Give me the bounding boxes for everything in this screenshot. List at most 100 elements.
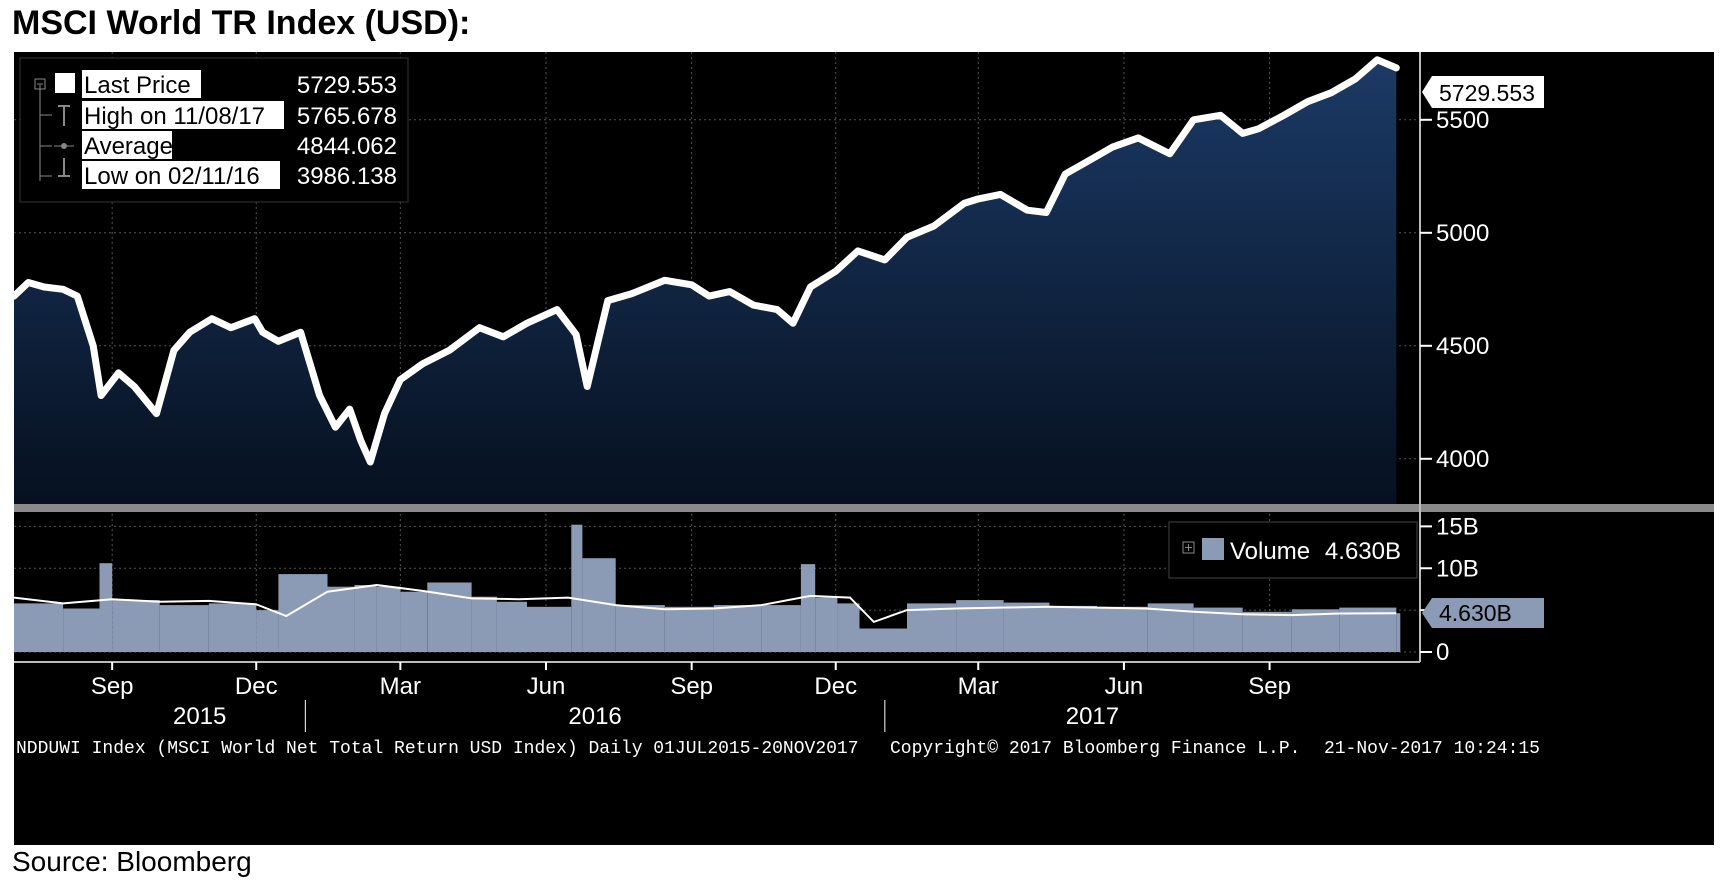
- x-tick-label: Sep: [1248, 673, 1291, 700]
- price-point: [367, 459, 374, 465]
- price-point: [1328, 89, 1335, 96]
- price-point: [961, 200, 967, 207]
- price-point: [904, 234, 910, 241]
- volume-bar: [1049, 605, 1097, 652]
- legend-label-bg: [82, 131, 172, 159]
- price-point: [750, 302, 757, 309]
- price-tag-value: 5729.553: [1439, 80, 1535, 106]
- price-point: [1217, 112, 1224, 119]
- price-point: [1255, 125, 1262, 132]
- price-point: [381, 410, 388, 417]
- x-tick-label: Mar: [380, 673, 421, 700]
- volume-bar: [256, 610, 279, 652]
- price-point: [170, 347, 177, 354]
- legend-label-bg: [82, 161, 280, 189]
- price-point: [346, 406, 353, 413]
- price-area-fill: [14, 59, 1397, 505]
- page-title: MSCI World TR Index (USD):: [12, 4, 471, 42]
- legend-tree-lines: [39, 85, 52, 181]
- price-point: [153, 410, 160, 417]
- volume-bar: [1003, 602, 1050, 652]
- price-point: [446, 347, 453, 354]
- volume-bar: [112, 600, 160, 652]
- volume-bar: [278, 574, 328, 652]
- price-point: [807, 284, 814, 290]
- price-series-line: [14, 56, 1400, 466]
- price-point: [60, 286, 67, 293]
- price-point: [1393, 64, 1400, 71]
- price-point: [332, 424, 339, 431]
- price-point: [259, 329, 266, 336]
- legend-label: Low on 02/11/16: [84, 163, 260, 190]
- panel-separator: [14, 504, 1714, 512]
- source-note: Source: Bloomberg: [12, 846, 252, 877]
- price-point: [397, 376, 404, 383]
- y-tick-label: 4000: [1436, 446, 1489, 473]
- year-label: 2017: [1066, 703, 1119, 730]
- year-label: 2015: [173, 703, 226, 730]
- price-point: [131, 383, 138, 390]
- expand-toggle-icon[interactable]: [1182, 541, 1195, 554]
- y-tick-label: 4500: [1436, 333, 1489, 360]
- price-point: [790, 320, 796, 327]
- price-point: [419, 360, 426, 367]
- price-point: [1166, 150, 1173, 157]
- volume-bar: [1291, 609, 1340, 652]
- price-point: [316, 392, 323, 399]
- price-point: [14, 293, 17, 300]
- volume-bar: [859, 628, 907, 652]
- volume-tag-bg: [1422, 598, 1544, 628]
- price-point: [98, 392, 105, 399]
- price-point: [573, 331, 580, 338]
- price-point: [997, 191, 1004, 198]
- volume-average-line: [14, 583, 1397, 624]
- price-point: [661, 277, 668, 284]
- price-point: [90, 342, 97, 349]
- volume-bar: [1396, 613, 1401, 652]
- footer-copyright: Copyright© 2017 Bloomberg Finance L.P.: [890, 739, 1300, 759]
- x-tick-label: Dec: [814, 673, 857, 700]
- y-tick-label: 5000: [1436, 220, 1489, 247]
- price-point: [476, 324, 483, 331]
- legend-value: 5729.553: [297, 72, 397, 99]
- volume-bar: [14, 603, 64, 652]
- volume-swatch-icon: [1202, 538, 1224, 560]
- price-point: [208, 315, 215, 322]
- price-point: [688, 281, 695, 288]
- price-point: [1024, 207, 1031, 214]
- price-point: [774, 306, 781, 313]
- price-point: [854, 247, 861, 254]
- price-tag: 5729.553: [1422, 76, 1544, 108]
- collapse-toggle-icon[interactable]: [34, 78, 46, 90]
- price-point: [275, 338, 282, 345]
- price-point: [115, 369, 122, 376]
- volume-bar: [496, 601, 527, 653]
- volume-legend-label: Volume: [1230, 538, 1310, 565]
- price-area: [14, 59, 1397, 505]
- average-dot-icon: [61, 143, 67, 149]
- year-label: 2016: [568, 703, 621, 730]
- low-marker-icon: [58, 158, 70, 177]
- price-point: [881, 256, 888, 263]
- volume-y-tick-label: 15B: [1436, 513, 1479, 540]
- price-point: [584, 383, 591, 390]
- price-point: [1062, 171, 1069, 177]
- price-point: [628, 290, 635, 297]
- price-point: [357, 437, 364, 444]
- volume-bar: [800, 564, 816, 652]
- axes: 4000 4500 5000 5500 0 10B 15B Sep Dec Mar Jun Sep De…: [14, 52, 1714, 732]
- volume-bar: [63, 608, 100, 652]
- volume-bar: [1339, 607, 1397, 652]
- volume-bar: [615, 605, 665, 652]
- price-point: [524, 320, 530, 327]
- volume-bar: [571, 524, 583, 652]
- price-point: [500, 333, 507, 340]
- price-point: [1135, 134, 1142, 141]
- footer-description: NDDUWI Index (MSCI World Net Total Retur…: [16, 739, 859, 759]
- price-point: [1043, 209, 1050, 216]
- volume-bar: [837, 603, 860, 652]
- price-point: [1086, 157, 1093, 164]
- volume-bar: [1242, 611, 1292, 652]
- legend-value: 5765.678: [297, 103, 397, 130]
- price-line: [14, 56, 1400, 466]
